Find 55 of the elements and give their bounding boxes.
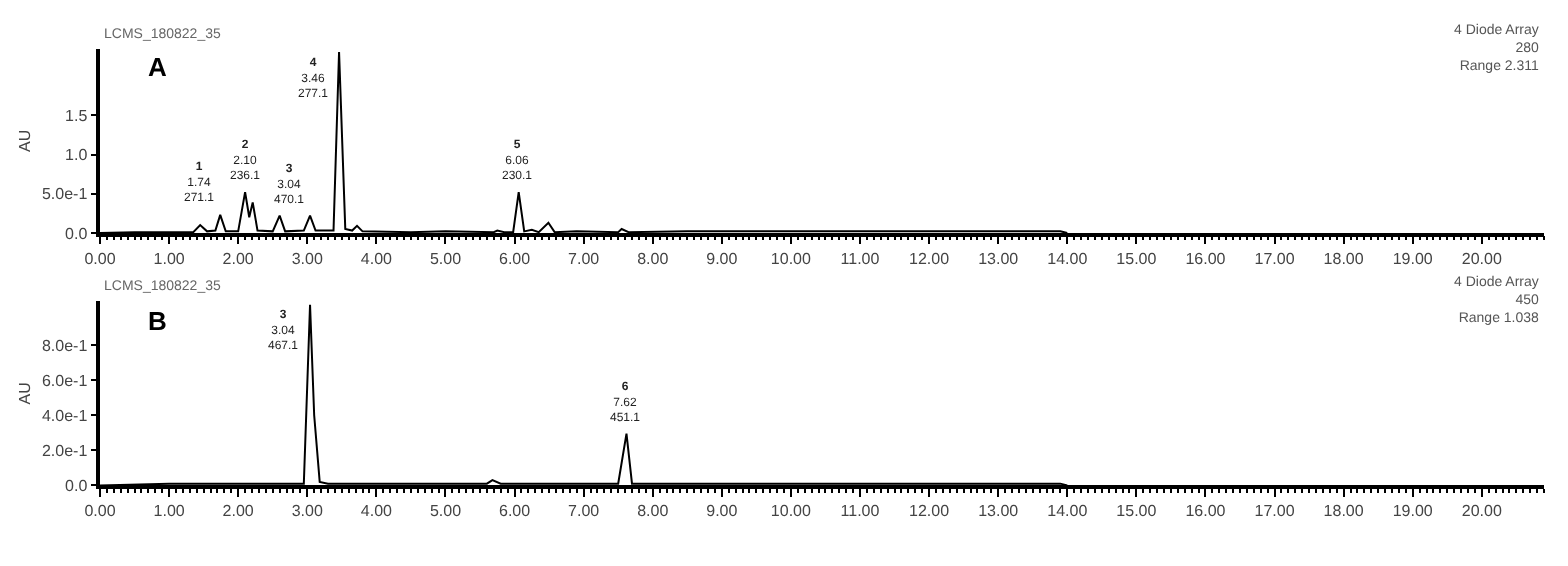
y-tick-label: 1.0 bbox=[65, 146, 89, 165]
y-tick-label: 1.5 bbox=[65, 107, 89, 125]
x-tick-label: 15.00 bbox=[1116, 249, 1158, 268]
x-tick-label: 14.00 bbox=[1047, 249, 1089, 268]
x-tick-label: 1.00 bbox=[153, 249, 186, 268]
x-tick-label: 7.00 bbox=[568, 502, 601, 521]
x-tick-label: 20.00 bbox=[1461, 502, 1503, 521]
x-tick-label: 16.00 bbox=[1185, 502, 1227, 521]
x-tick-label: 5.00 bbox=[429, 249, 463, 268]
x-tick-label: 12.00 bbox=[909, 249, 951, 268]
x-tick-label: 20.00 bbox=[1461, 249, 1503, 268]
x-tick-label: 3.00 bbox=[291, 249, 324, 268]
x-tick-label: 11.00 bbox=[840, 502, 881, 521]
y-tick-label: 4.0e-1 bbox=[41, 406, 89, 425]
x-tick-label: 4.00 bbox=[360, 249, 394, 268]
x-tick-label: 2.00 bbox=[222, 249, 255, 268]
y-tick-label: 2.0e-1 bbox=[41, 441, 89, 460]
x-tick-label: 13.00 bbox=[978, 502, 1020, 521]
y-tick-label: 5.0e-1 bbox=[41, 185, 89, 204]
x-tick-label: 6.00 bbox=[498, 249, 532, 268]
x-tick-label: 0.00 bbox=[84, 249, 117, 268]
x-tick-label: 9.00 bbox=[706, 502, 739, 521]
y-tick-label: 6.0e-1 bbox=[41, 371, 89, 390]
chart-title: A bbox=[148, 52, 168, 82]
x-tick-label: 13.00 bbox=[978, 249, 1020, 268]
x-tick-label: 18.00 bbox=[1323, 502, 1365, 521]
x-tick-label: 1.00 bbox=[153, 502, 186, 521]
x-tick-label: 2.00 bbox=[222, 502, 255, 521]
y-axis-title: AU bbox=[16, 129, 35, 152]
x-tick-label: 6.00 bbox=[498, 502, 532, 521]
chart-title: B bbox=[148, 306, 167, 336]
x-tick-label: 0.00 bbox=[84, 502, 117, 521]
y-tick-label: 0.0 bbox=[65, 224, 89, 243]
x-tick-label: 10.00 bbox=[770, 249, 813, 268]
x-tick-label: 15.00 bbox=[1116, 502, 1158, 521]
x-tick-label: 11.00 bbox=[840, 249, 881, 268]
x-tick-label: 4.00 bbox=[360, 502, 394, 521]
y-tick-label: 0.0 bbox=[65, 477, 89, 495]
x-tick-label: 19.00 bbox=[1392, 502, 1434, 521]
x-tick-label: 9.00 bbox=[706, 249, 739, 268]
x-tick-label: 19.00 bbox=[1392, 249, 1434, 268]
y-axis-title: AU bbox=[16, 381, 35, 405]
x-tick-label: 3.00 bbox=[291, 502, 324, 521]
x-tick-label: 14.00 bbox=[1047, 502, 1089, 521]
y-tick-label: 8.0e-1 bbox=[41, 336, 89, 355]
x-tick-label: 5.00 bbox=[429, 502, 463, 521]
x-tick-label: 12.00 bbox=[909, 502, 951, 521]
x-tick-label: 17.00 bbox=[1254, 502, 1296, 521]
x-tick-label: 17.00 bbox=[1254, 249, 1296, 268]
x-tick-label: 8.00 bbox=[637, 502, 670, 521]
x-tick-label: 10.00 bbox=[770, 502, 813, 521]
x-tick-label: 7.00 bbox=[568, 249, 601, 268]
x-tick-label: 8.00 bbox=[637, 249, 670, 268]
x-tick-label: 16.00 bbox=[1185, 249, 1227, 268]
x-tick-label: 18.00 bbox=[1323, 249, 1365, 268]
